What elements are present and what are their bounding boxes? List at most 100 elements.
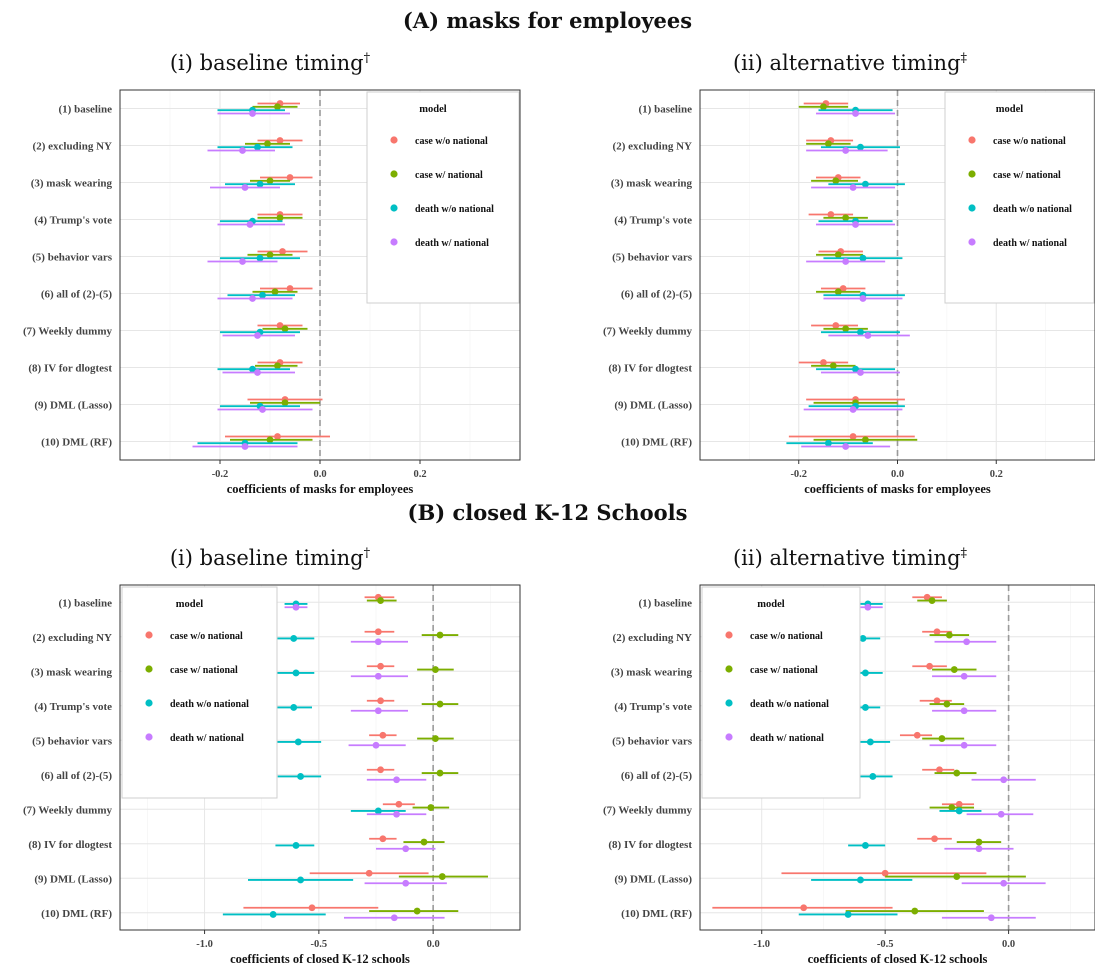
row-label: (4) Trump's vote — [34, 701, 112, 713]
legend-key-case-w-national — [725, 665, 733, 673]
point-death-w-o-national — [866, 738, 874, 746]
point-case-w-national — [276, 214, 284, 222]
point-case-w-o-national — [377, 766, 384, 774]
point-case-w-national — [436, 700, 444, 708]
point-death-w-national — [960, 741, 968, 749]
point-death-w-o-national — [290, 704, 298, 711]
x-tick-label: 0.2 — [990, 469, 1003, 480]
point-case-w-national — [438, 873, 446, 880]
point-case-w-national — [432, 666, 439, 673]
point-case-w-national — [938, 735, 946, 742]
point-death-w-national — [393, 776, 400, 784]
point-case-w-national — [266, 177, 274, 185]
row-label: (10) DML (RF) — [621, 437, 692, 449]
row-label: (6) all of (2)-(5) — [621, 770, 693, 782]
point-death-w-o-national — [294, 738, 302, 746]
row-label: (8) IV for dlogtest — [608, 839, 692, 851]
row-label: (2) excluding NY — [33, 632, 113, 644]
chart-schools-baseline-timing: (i) baseline timing† (1) baseline (2) excl… — [0, 535, 521, 975]
point-death-w-o-national — [955, 807, 963, 815]
point-death-w-national — [402, 845, 410, 853]
point-case-w-national — [281, 325, 289, 333]
point-case-w-national — [824, 140, 832, 148]
section-a-title: (A) masks for employees — [402, 8, 693, 33]
legend-title: model — [176, 599, 203, 610]
point-case-w-o-national — [839, 285, 847, 292]
panel-title: (ii) alternative timing‡ — [733, 546, 968, 570]
point-case-w-o-national — [955, 800, 963, 808]
point-case-w-national — [274, 103, 281, 111]
x-tick-label: -1.0 — [753, 939, 770, 950]
row-label: (2) excluding NY — [613, 632, 693, 644]
point-case-w-national — [266, 436, 274, 444]
legend: model case w/o national case w/ national de… — [366, 91, 520, 304]
legend-title: model — [757, 599, 784, 610]
legend-key-death-w-o-national — [390, 204, 398, 212]
point-death-w-national — [1000, 879, 1008, 887]
point-death-w-o-national — [857, 876, 864, 884]
point-death-w-o-national — [862, 669, 869, 677]
legend-key-death-w-national — [968, 238, 976, 246]
point-case-w-national — [271, 288, 279, 296]
point-death-w-national — [254, 332, 261, 339]
row-label: (7) Weekly dummy — [603, 326, 693, 338]
point-case-w-national — [842, 325, 850, 333]
row-label: (6) all of (2)-(5) — [41, 770, 113, 782]
x-tick-label: -1.0 — [196, 939, 213, 950]
point-case-w-o-national — [395, 800, 403, 808]
row-label: (8) IV for dlogtest — [28, 363, 112, 375]
point-case-w-national — [975, 838, 983, 846]
point-death-w-national — [393, 810, 400, 818]
point-case-w-o-national — [379, 835, 387, 843]
legend-key-death-w-o-national — [145, 699, 153, 707]
point-case-w-national — [436, 769, 444, 777]
point-death-w-national — [849, 406, 857, 413]
row-label: (1) baseline — [639, 104, 693, 116]
point-death-w-national — [849, 184, 857, 191]
legend-label: death w/ national — [170, 733, 244, 744]
row-label: (3) mask wearing — [31, 178, 113, 190]
point-death-w-national — [997, 810, 1005, 818]
point-case-w-o-national — [923, 593, 931, 601]
panel-title: (ii) alternative timing‡ — [733, 51, 968, 75]
row-label: (7) Weekly dummy — [23, 326, 113, 338]
point-case-w-o-national — [374, 628, 382, 636]
point-case-w-national — [950, 666, 958, 673]
x-tick-label: 0.0 — [891, 469, 904, 480]
point-case-w-o-national — [832, 322, 840, 329]
point-case-w-national — [948, 804, 956, 811]
point-case-w-o-national — [279, 248, 286, 255]
legend-label: death w/ national — [993, 238, 1067, 249]
point-case-w-national — [264, 140, 271, 148]
point-case-w-national — [413, 907, 421, 915]
row-label: (6) all of (2)-(5) — [621, 289, 693, 301]
point-death-w-national — [246, 221, 254, 228]
point-case-w-o-national — [308, 904, 316, 912]
point-death-w-national — [249, 110, 256, 117]
row-label: (3) mask wearing — [31, 666, 113, 678]
legend-label: case w/o national — [750, 631, 823, 642]
row-label: (9) DML (Lasso) — [614, 873, 692, 885]
point-case-w-o-national — [931, 835, 938, 843]
point-case-w-national — [928, 597, 936, 604]
point-death-w-national — [259, 406, 266, 413]
row-label: (1) baseline — [639, 597, 693, 609]
point-case-w-national — [945, 631, 953, 639]
legend-label: case w/ national — [415, 170, 483, 181]
point-death-w-national — [239, 147, 246, 154]
point-death-w-national — [960, 707, 968, 715]
point-case-w-national — [274, 362, 281, 370]
point-death-w-national — [374, 707, 382, 715]
point-death-w-national — [402, 879, 410, 887]
row-label: (4) Trump's vote — [614, 701, 692, 713]
point-case-w-o-national — [936, 766, 943, 774]
point-death-w-o-national — [249, 365, 256, 373]
row-label: (9) DML (Lasso) — [34, 400, 112, 412]
panel-title: (i) baseline timing† — [170, 51, 371, 75]
point-death-w-national — [842, 258, 850, 265]
point-death-w-national — [372, 741, 380, 749]
row-label: (8) IV for dlogtest — [28, 839, 112, 851]
point-death-w-o-national — [292, 669, 300, 677]
legend-label: case w/ national — [993, 170, 1061, 181]
point-death-w-o-national — [259, 291, 266, 299]
